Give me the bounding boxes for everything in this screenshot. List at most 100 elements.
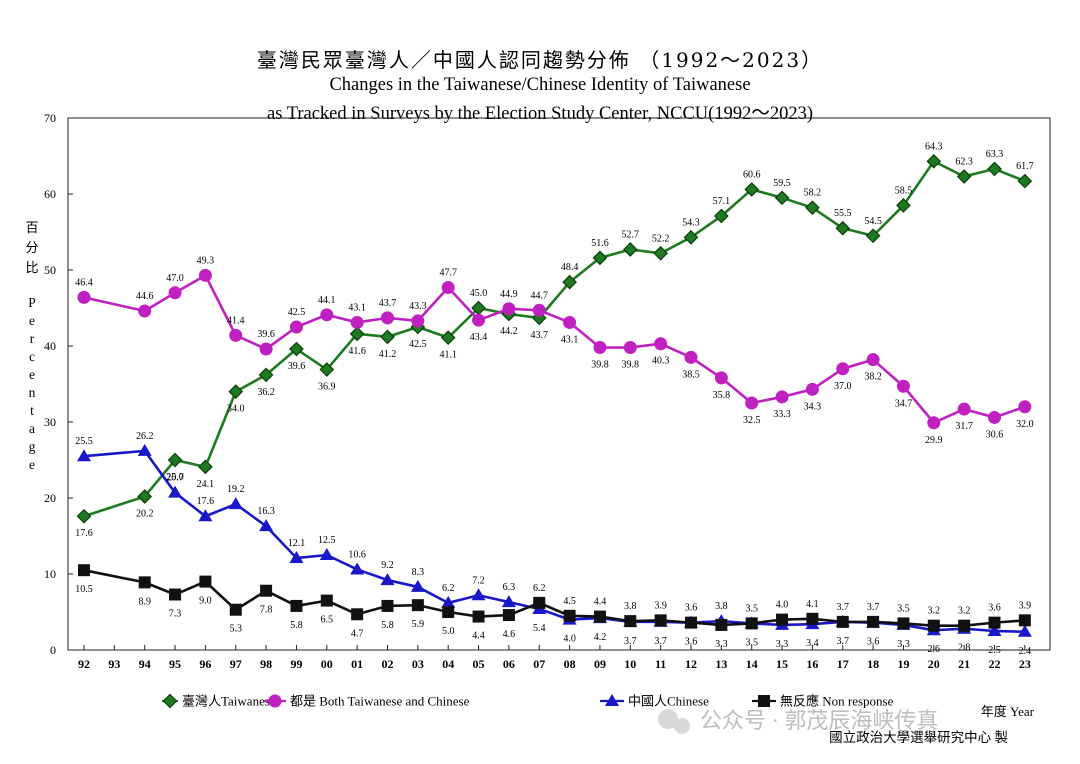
both-data-label: 44.1 [318,295,336,306]
nonresponse-data-label: 3.9 [654,600,667,611]
both-circle-marker [988,410,1001,424]
x-tick-label: 04 [442,657,454,671]
nonresponse-data-label: 5.8 [290,620,303,631]
chinese-triangle-marker [137,443,152,456]
chinese-data-label: 3.6 [685,603,698,614]
x-tick-label: 08 [564,657,576,671]
chinese-data-label: 2.6 [928,644,941,655]
y-axis-label-en: t [30,403,34,418]
taiwanese-data-label: 57.1 [713,196,731,207]
x-tick-label: 94 [139,657,151,671]
y-axis-label-en: c [29,349,35,364]
both-circle-marker [714,371,728,385]
taiwanese-diamond-marker [956,169,972,184]
watermark-text: 公众号 · 郭茂辰海峡传真 [700,708,938,733]
nonresponse-legend-label: 無反應 Non response [780,694,894,709]
taiwanese-diamond-marker [865,228,881,244]
both-data-label: 34.7 [895,398,913,409]
chinese-data-label: 3.7 [624,636,637,647]
x-tick-label: 10 [624,657,636,671]
taiwanese-data-label: 34.0 [227,404,245,415]
both-data-label: 39.8 [622,360,640,371]
taiwanese-data-label: 45.0 [470,288,488,299]
both-circle-marker [259,342,273,356]
source-note: 國立政治大學選舉研究中心 製 [829,730,1008,745]
x-tick-label: 16 [806,657,818,671]
taiwanese-data-label: 60.6 [743,169,761,180]
x-axis-label: 年度 Year [981,704,1035,719]
both-data-label: 47.0 [166,273,184,284]
taiwanese-diamond-marker [162,693,178,709]
chinese-data-label: 6.2 [442,583,455,594]
nonresponse-data-label: 5.3 [230,624,243,635]
both-circle-marker [745,396,759,410]
both-data-label: 40.3 [652,356,670,367]
both-data-label: 43.4 [470,332,488,343]
chinese-line [83,449,1025,634]
both-data-label: 38.5 [682,369,700,380]
x-tick-label: 22 [989,657,1001,671]
nonresponse-square-marker [290,599,303,612]
taiwanese-diamond-marker [744,182,760,197]
taiwanese-data-label: 41.2 [379,349,397,360]
x-tick-label: 01 [351,657,363,671]
nonresponse-data-label: 3.3 [715,639,728,650]
x-tick-label: 92 [78,657,90,671]
both-circle-marker [77,290,91,304]
taiwanese-diamond-marker [137,489,153,504]
nonresponse-data-label: 4.5 [563,596,576,607]
both-circle-marker [866,353,880,367]
both-circle-marker [684,350,698,364]
nonresponse-data-label: 4.4 [472,631,485,642]
nonresponse-square-marker [138,576,151,589]
chinese-data-label: 26.2 [136,431,154,442]
chinese-data-label: 3.7 [837,602,850,613]
taiwanese-data-label: 17.6 [75,528,93,539]
taiwanese-diamond-marker [76,508,92,524]
x-tick-label: 23 [1019,657,1031,671]
watermark: 公众号 · 郭茂辰海峡传真 [658,708,938,734]
nonresponse-data-label: 3.5 [897,603,910,614]
chinese-data-label: 3.6 [867,637,880,648]
taiwanese-line [83,160,1026,518]
nonresponse-square-marker [654,614,667,627]
both-data-label: 43.1 [348,302,366,313]
nonresponse-data-label: 6.2 [533,583,546,594]
taiwanese-diamond-marker [622,242,638,257]
chinese-data-label: 4.2 [594,632,607,643]
both-circle-marker [472,313,486,327]
nonresponse-square-marker [1018,614,1031,627]
taiwanese-diamond-marker [228,384,244,399]
chinese-data-label: 3.3 [776,639,789,650]
taiwanese-diamond-marker [289,341,304,357]
x-tick-label: 20 [928,657,940,671]
nonresponse-square-marker [199,575,212,588]
y-tick-label: 60 [44,187,56,201]
axes: 0 10 20 30 40 50 60 70 92 93 94 95 96 97 98 99 00 01 02 03 0… [44,111,1051,671]
nonresponse-square-marker [563,609,576,622]
y-tick-label: 10 [44,567,56,581]
taiwanese-diamond-marker [1017,173,1033,189]
taiwanese-data-label: 24.1 [197,479,215,490]
chinese-data-label: 3.8 [715,601,728,612]
nonresponse-square-marker [685,616,697,629]
nonresponse-data-label: 3.6 [988,603,1001,614]
y-tick-label: 70 [44,111,56,125]
both-data-label: 43.7 [379,298,397,309]
taiwanese-data-label: 63.3 [986,149,1004,160]
taiwanese-data-label: 52.7 [622,229,640,240]
both-circle-marker [1018,400,1032,414]
nonresponse-data-label: 3.2 [958,606,971,617]
nonresponse-data-label: 3.2 [928,606,941,617]
both-data-label: 35.8 [713,390,731,401]
x-tick-label: 06 [503,657,515,671]
chinese-triangle-marker [410,579,425,592]
both-circle-marker [381,311,394,325]
both-data-label: 30.6 [986,429,1004,440]
y-tick-label: 50 [44,263,56,277]
nonresponse-data-label: 7.3 [169,609,182,620]
y-axis-label-en: g [29,439,36,454]
taiwanese-data-label: 58.5 [895,185,913,196]
taiwanese-diamond-marker [926,153,942,169]
